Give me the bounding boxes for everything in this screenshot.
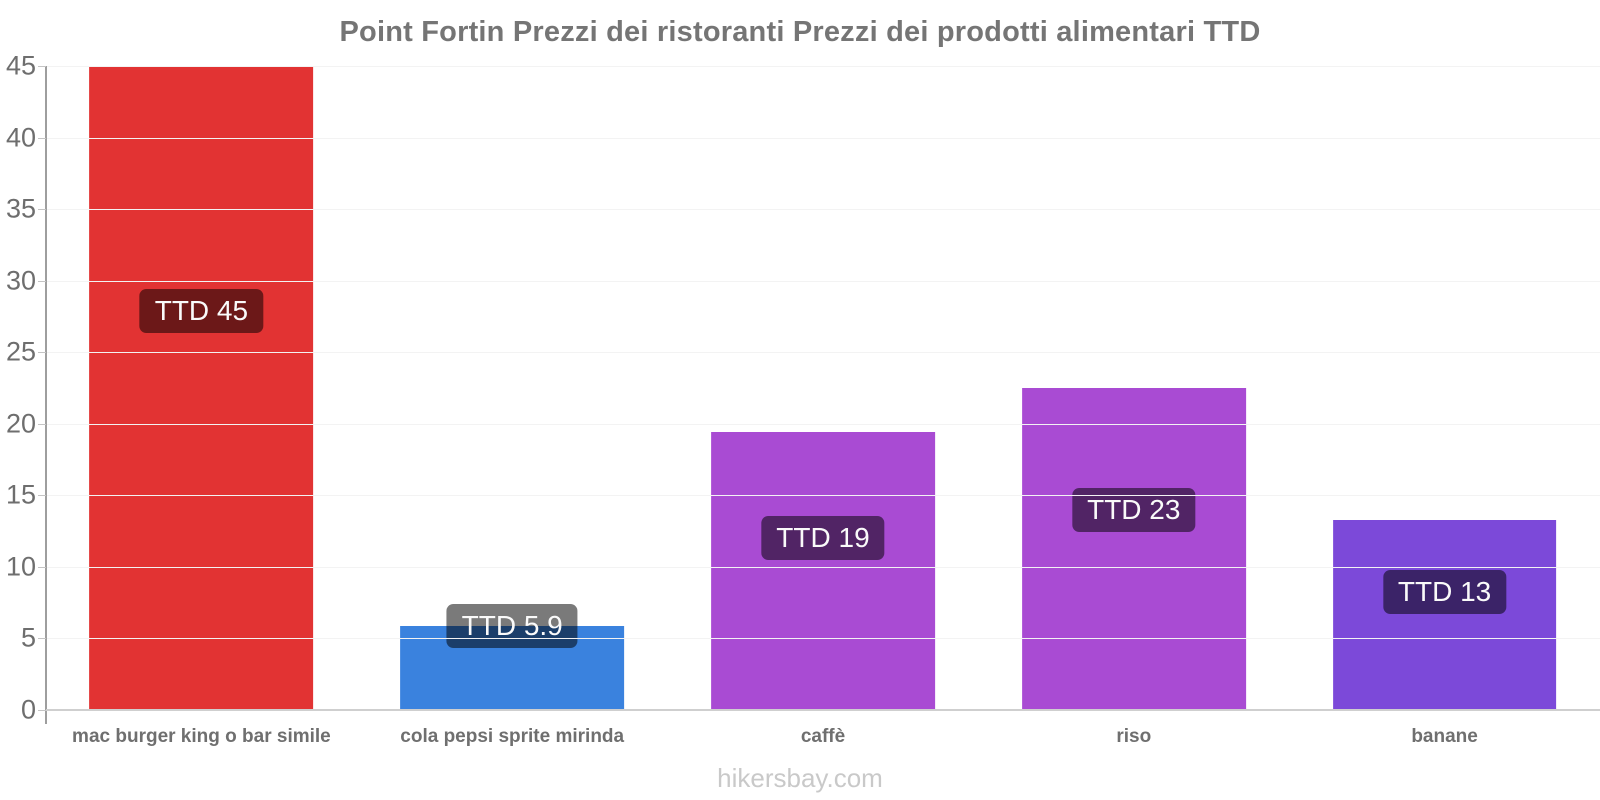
y-axis-tick-label-5: 5	[20, 622, 36, 653]
chart-title: Point Fortin Prezzi dei ristoranti Prezz…	[339, 16, 1261, 48]
gridline-45	[46, 66, 1600, 67]
y-tick-mark-0	[38, 710, 46, 711]
y-tick-mark-10	[38, 566, 46, 568]
plot-area: TTD 45 TTD 5.9 TTD 19 TTD 23 TTD 13	[46, 66, 1600, 710]
bar-0	[89, 66, 314, 710]
bar-3	[1021, 388, 1246, 710]
value-label-0: TTD 45	[139, 288, 264, 333]
gridline-15	[46, 495, 1600, 497]
y-axis-tick-label-45: 45	[5, 50, 36, 81]
x-axis-label-1: cola pepsi sprite mirinda	[400, 726, 625, 747]
gridline-10	[46, 566, 1600, 568]
gridline-5	[46, 638, 1600, 640]
bar-slot-4: TTD 13	[1289, 66, 1600, 710]
bar-slot-3: TTD 23	[978, 66, 1289, 710]
bar-slot-0: TTD 45	[46, 66, 357, 710]
gridline-30	[46, 280, 1600, 282]
watermark-text: hikersbay.com	[717, 763, 883, 793]
x-axis-label-0: mac burger king o bar simile	[72, 726, 331, 747]
value-label-1: TTD 5.9	[446, 603, 578, 648]
y-tick-mark-35	[38, 209, 46, 211]
value-label-2: TTD 19	[761, 515, 885, 560]
x-axis-label-3: riso	[1116, 726, 1152, 747]
bar-4	[1332, 519, 1557, 710]
y-tick-mark-45	[38, 66, 46, 67]
x-axis-label-4: banane	[1411, 726, 1478, 747]
value-label-4: TTD 13	[1382, 569, 1507, 614]
y-axis-tick-label-30: 30	[5, 265, 36, 296]
bar-slot-2: TTD 19	[668, 66, 979, 710]
x-axis-labels: mac burger king o bar simile cola pepsi s…	[46, 726, 1600, 748]
bar-slot-1: TTD 5.9	[357, 66, 668, 710]
x-axis-label-2: caffè	[800, 726, 846, 747]
y-tick-mark-15	[38, 495, 46, 497]
y-axis-tick-label-0: 0	[20, 694, 36, 725]
bar-2	[711, 432, 935, 710]
gridline-35	[46, 209, 1600, 211]
gridline-20	[46, 423, 1600, 425]
gridline-25	[46, 352, 1600, 354]
gridline-40	[46, 137, 1600, 139]
y-tick-mark-20	[38, 423, 46, 425]
y-axis-tick-label-15: 15	[5, 479, 36, 510]
y-tick-mark-25	[38, 352, 46, 354]
y-tick-mark-5	[38, 638, 46, 640]
y-tick-mark-30	[38, 280, 46, 282]
y-axis-tick-label-10: 10	[5, 551, 36, 582]
bars-container: TTD 45 TTD 5.9 TTD 19 TTD 23 TTD 13	[46, 66, 1600, 710]
y-axis-tick-label-40: 40	[5, 122, 36, 153]
y-tick-mark-40	[38, 137, 46, 139]
y-axis-tick-label-35: 35	[5, 193, 36, 224]
y-axis-tick-label-20: 20	[5, 408, 36, 439]
y-axis-line	[45, 66, 47, 724]
x-axis-baseline	[46, 709, 1600, 711]
y-axis-tick-label-25: 25	[5, 336, 36, 367]
